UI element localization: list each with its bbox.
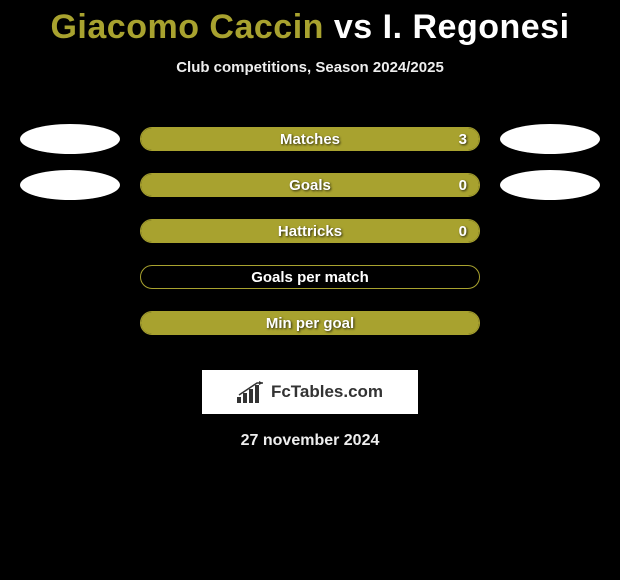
stat-label: Hattricks — [278, 223, 342, 240]
player1-marker — [20, 216, 120, 246]
stat-row: Goals per match — [0, 254, 620, 300]
player2-marker — [500, 216, 600, 246]
player2-marker — [500, 124, 600, 154]
stat-bar: Hattricks 0 — [140, 219, 480, 243]
stat-row: Matches 3 — [0, 116, 620, 162]
stat-bar: Min per goal — [140, 311, 480, 335]
player2-marker — [500, 308, 600, 338]
stat-bar: Goals 0 — [140, 173, 480, 197]
player1-marker — [20, 170, 120, 200]
vs-separator: vs — [334, 8, 373, 46]
stat-label: Goals per match — [251, 269, 369, 286]
player2-name: I. Regonesi — [383, 8, 570, 46]
date-text: 27 november 2024 — [0, 432, 620, 450]
subtitle: Club competitions, Season 2024/2025 — [0, 59, 620, 76]
player1-marker — [20, 308, 120, 338]
stat-bar: Goals per match — [140, 265, 480, 289]
comparison-title: Giacomo Caccin vs I. Regonesi — [0, 0, 620, 47]
stat-row: Hattricks 0 — [0, 208, 620, 254]
stat-row: Min per goal — [0, 300, 620, 346]
bars-chart-icon — [237, 381, 265, 403]
stat-label: Matches — [280, 131, 340, 148]
stat-value: 3 — [459, 131, 467, 148]
player2-marker — [500, 170, 600, 200]
stat-row: Goals 0 — [0, 162, 620, 208]
stat-label: Min per goal — [266, 315, 354, 332]
player2-marker — [500, 262, 600, 292]
player1-marker — [20, 124, 120, 154]
stat-value: 0 — [459, 223, 467, 240]
player1-marker — [20, 262, 120, 292]
branding-text: FcTables.com — [271, 382, 383, 402]
stats-rows: Matches 3 Goals 0 Hattricks 0 Goals per match M… — [0, 116, 620, 346]
player1-name: Giacomo Caccin — [50, 8, 323, 46]
stat-value: 0 — [459, 177, 467, 194]
branding-box: FcTables.com — [202, 370, 418, 414]
stat-label: Goals — [289, 177, 331, 194]
stat-bar: Matches 3 — [140, 127, 480, 151]
